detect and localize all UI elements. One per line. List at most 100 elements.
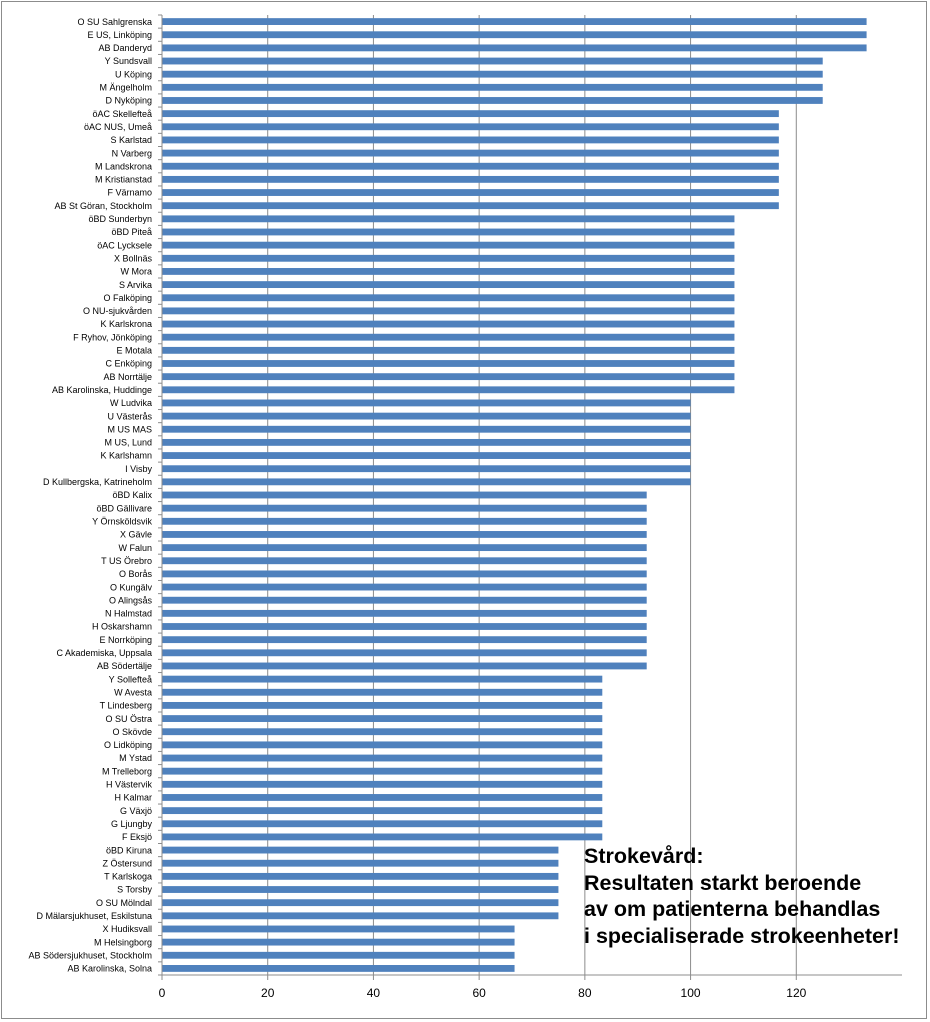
bar xyxy=(162,360,735,367)
category-label: M Landskrona xyxy=(95,161,152,171)
category-label: AB Norrtälje xyxy=(103,372,152,382)
bar xyxy=(162,925,515,933)
bar xyxy=(162,18,867,25)
bar xyxy=(162,596,647,604)
category-label: Y Sollefteå xyxy=(109,674,152,684)
category-label: T Karlskoga xyxy=(104,872,152,882)
category-label: H Kalmar xyxy=(114,793,152,803)
bar xyxy=(162,31,867,39)
x-tick-label: 40 xyxy=(367,986,381,1000)
bar xyxy=(162,281,735,289)
category-label: Z Östersund xyxy=(102,858,152,868)
category-label: H Oskarshamn xyxy=(92,622,152,632)
bar xyxy=(162,846,559,854)
category-label: X Gävle xyxy=(120,530,152,540)
bar xyxy=(162,110,779,118)
category-label: S Arvika xyxy=(119,280,152,290)
bar xyxy=(162,189,779,196)
bar xyxy=(162,215,735,223)
bar xyxy=(162,965,515,972)
bar xyxy=(162,623,647,630)
category-label: X Hudiksvall xyxy=(102,924,152,934)
bar xyxy=(162,320,735,328)
bar xyxy=(162,938,515,946)
bar xyxy=(162,794,603,801)
bar xyxy=(162,767,603,775)
bar xyxy=(162,728,603,736)
category-label: AB Södertälje xyxy=(97,661,152,671)
category-labels: O SU Sahlgrenska E US, Linköping AB Dander… xyxy=(28,17,152,974)
bar xyxy=(162,386,735,394)
category-label: W Avesta xyxy=(114,687,152,697)
bar xyxy=(162,346,735,354)
category-label: W Falun xyxy=(118,543,152,553)
category-label: M US, Lund xyxy=(104,438,152,448)
category-label: AB Danderyd xyxy=(98,43,152,53)
category-label: F Värnamo xyxy=(107,188,152,198)
bar xyxy=(162,399,691,407)
bar xyxy=(162,478,691,486)
x-tick-label: 120 xyxy=(786,986,806,1000)
bar xyxy=(162,123,779,131)
bar xyxy=(162,333,735,341)
bar xyxy=(162,649,647,657)
bar xyxy=(162,688,603,696)
bar xyxy=(162,570,647,578)
category-label: öBD Sunderbyn xyxy=(88,214,152,224)
bar xyxy=(162,807,603,815)
category-label: Y Sundsvall xyxy=(105,56,152,66)
category-label: O SU Mölndal xyxy=(96,898,152,908)
bar xyxy=(162,859,559,867)
bar xyxy=(162,820,603,828)
bar xyxy=(162,373,735,381)
annotation-line: Resultaten starkt beroende xyxy=(584,870,862,895)
category-label: M US MAS xyxy=(107,424,152,434)
category-label: G Ljungby xyxy=(111,819,153,829)
bar xyxy=(162,557,647,565)
x-tick-label: 20 xyxy=(261,986,275,1000)
category-label: O Skövde xyxy=(112,727,152,737)
category-label: S Karlstad xyxy=(110,135,152,145)
category-label: M Ängelholm xyxy=(99,83,152,93)
category-label: O Falköping xyxy=(103,293,152,303)
category-label: T US Örebro xyxy=(101,556,152,566)
category-label: AB Södersjukhuset, Stockholm xyxy=(28,950,152,960)
annotation-line: i specialiserade strokeenheter! xyxy=(584,923,900,948)
bar xyxy=(162,294,735,302)
bar xyxy=(162,912,559,920)
bar xyxy=(162,504,647,512)
bar xyxy=(162,544,647,552)
bar xyxy=(162,675,603,683)
bar xyxy=(162,886,559,893)
category-label: AB Karolinska, Solna xyxy=(67,964,152,974)
x-tick-label: 0 xyxy=(159,986,166,1000)
bar xyxy=(162,517,647,525)
category-label: D Mälarsjukhuset, Eskilstuna xyxy=(36,911,152,921)
bar xyxy=(162,202,779,210)
category-label: F Eksjö xyxy=(122,832,152,842)
x-tick-label: 60 xyxy=(472,986,486,1000)
x-tick-label: 100 xyxy=(681,986,701,1000)
category-label: W Ludvika xyxy=(110,398,152,408)
bar xyxy=(162,715,603,722)
bar xyxy=(162,175,779,183)
category-label: F Ryhov, Jönköping xyxy=(73,332,152,342)
category-label: K Karlshamn xyxy=(100,451,152,461)
category-label: O SU Östra xyxy=(105,714,152,724)
category-label: S Torsby xyxy=(117,885,152,895)
bar xyxy=(162,241,735,249)
category-label: W Mora xyxy=(121,267,153,277)
bar xyxy=(162,83,823,91)
category-label: E Norrköping xyxy=(99,635,152,645)
bar xyxy=(162,780,603,788)
bar xyxy=(162,609,647,617)
category-label: K Karlskrona xyxy=(100,319,152,329)
bar xyxy=(162,583,647,591)
axes xyxy=(158,14,902,980)
category-label: X Bollnäs xyxy=(114,253,153,263)
category-label: D Kullbergska, Katrineholm xyxy=(43,477,152,487)
category-label: M Kristianstad xyxy=(95,175,152,185)
annotation-line: av om patienterna behandlas xyxy=(584,897,881,921)
